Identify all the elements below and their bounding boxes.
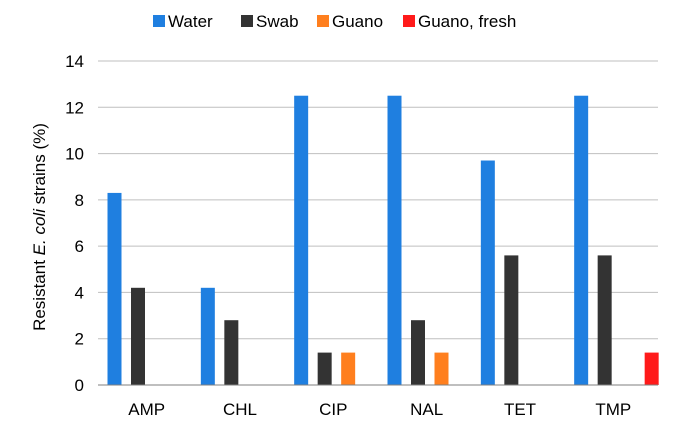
bar-tmp-water [574,95,589,385]
x-tick-labels: AMP CHL CIP NAL TET TMP [128,400,631,419]
gridlines [98,60,658,340]
bar-cip-swab [317,352,332,385]
bar-nal-guano [434,352,449,385]
bar-nal-swab [411,320,425,385]
y-tick-labels: 0 2 4 6 8 10 12 14 [65,52,84,395]
bar-cip-water [294,95,309,385]
legend-label: Water [168,12,213,31]
bar-amp-water [107,192,122,385]
x-tick-label: AMP [128,400,165,419]
legend-swatch [241,15,253,27]
legend-swatch [403,15,415,27]
bar-tmp-guano-fresh [644,352,659,385]
bar-cip-guano [341,352,356,385]
legend-swatch [317,15,329,27]
y-axis-title-part-3: strains (%) [30,123,49,209]
legend-label: Swab [256,12,299,31]
y-axis-title-part-1: Resistant [30,255,49,331]
legend-label: Guano, fresh [418,12,516,31]
bar-chl-water [200,287,215,385]
bar-amp-swab [131,287,145,385]
x-tick-label: NAL [410,400,443,419]
y-tick-label: 0 [75,376,84,395]
y-tick-label: 12 [65,98,84,117]
y-tick-label: 14 [65,52,84,71]
x-tick-label: TET [504,400,536,419]
x-tick-label: CHL [223,400,257,419]
bar-chl-swab [224,320,239,385]
bars [107,95,659,385]
y-tick-label: 10 [65,145,84,164]
bar-tmp-swab [597,255,612,385]
legend-swatch [153,15,165,27]
bar-nal-water [387,95,402,385]
y-tick-label: 6 [75,237,84,256]
x-tick-label: TMP [595,400,631,419]
y-axis-title-part-2: E. coli [30,208,49,256]
y-tick-label: 2 [75,330,84,349]
legend: Water Swab Guano Guano, fresh [153,12,516,31]
y-axis-title: Resistant E. coli strains (%) [30,123,49,331]
y-tick-label: 8 [75,191,84,210]
bar-tet-water [480,160,495,385]
legend-label: Guano [332,12,383,31]
y-tick-label: 4 [75,283,84,302]
x-tick-label: CIP [319,400,347,419]
bar-tet-swab [504,255,519,385]
